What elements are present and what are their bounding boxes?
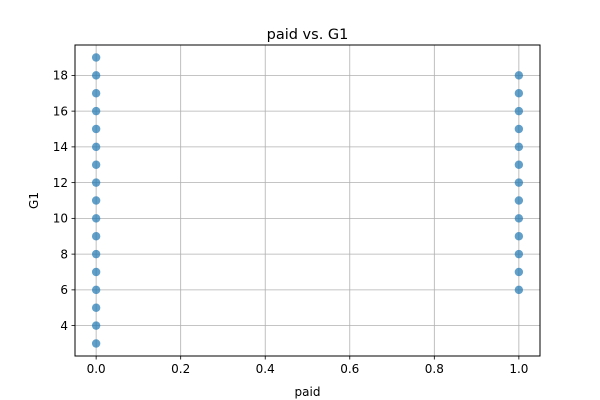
- data-point: [91, 106, 101, 116]
- y-tick-label: 6: [60, 283, 68, 297]
- data-point: [514, 232, 524, 241]
- y-tick-label: 12: [53, 176, 68, 190]
- data-point: [91, 249, 101, 259]
- x-tick-label: 0.0: [87, 362, 106, 376]
- data-point: [91, 89, 101, 98]
- data-point: [91, 142, 101, 152]
- y-tick-label: 8: [60, 247, 68, 261]
- data-point: [514, 106, 524, 116]
- data-point: [91, 124, 101, 134]
- data-point: [514, 142, 524, 152]
- data-point: [91, 178, 101, 187]
- data-point: [91, 303, 101, 312]
- y-axis-label: G1: [27, 192, 41, 209]
- data-point: [91, 339, 101, 348]
- data-point: [514, 89, 524, 98]
- data-point: [91, 214, 101, 223]
- data-point: [91, 232, 101, 241]
- data-point: [514, 160, 524, 169]
- y-tick-label: 18: [53, 69, 68, 83]
- chart-title: paid vs. G1: [267, 27, 349, 43]
- data-point: [514, 178, 524, 187]
- data-point: [514, 267, 524, 277]
- x-tick-label: 1.0: [509, 362, 528, 376]
- x-axis-ticks: 0.0 0.2 0.4 0.6 0.8 1.0: [87, 356, 528, 376]
- data-point: [91, 285, 101, 295]
- data-point: [514, 71, 524, 80]
- data-point: [514, 285, 524, 295]
- data-point: [91, 267, 101, 277]
- data-point: [91, 53, 101, 62]
- x-tick-label: 0.4: [256, 362, 275, 376]
- y-tick-label: 10: [53, 212, 68, 226]
- data-point: [91, 196, 101, 205]
- data-point: [514, 214, 524, 223]
- x-tick-label: 0.6: [340, 362, 359, 376]
- data-point: [514, 196, 524, 205]
- y-tick-label: 16: [53, 104, 68, 118]
- data-point: [514, 249, 524, 259]
- x-axis-label: paid: [295, 385, 321, 399]
- data-point: [91, 321, 101, 330]
- x-tick-label: 0.8: [425, 362, 444, 376]
- data-point: [91, 71, 101, 80]
- data-point: [514, 124, 524, 134]
- plot-frame: [74, 44, 541, 357]
- y-axis-ticks: 4 6 8 10 12 14 16 18: [53, 69, 75, 333]
- y-tick-label: 4: [60, 319, 68, 333]
- data-points: [91, 53, 524, 348]
- y-tick-label: 14: [53, 140, 68, 154]
- x-tick-label: 0.2: [171, 362, 190, 376]
- data-point: [91, 160, 101, 169]
